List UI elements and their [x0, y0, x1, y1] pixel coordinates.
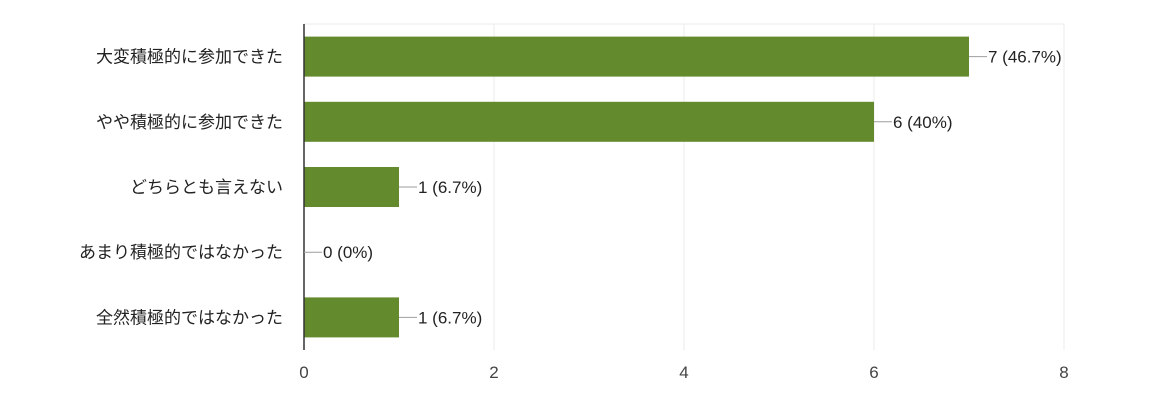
category-label: あまり積極的ではなかった — [79, 243, 283, 263]
data-label: 1 (6.7%) — [418, 308, 482, 327]
bar — [304, 101, 874, 142]
data-label: 7 (46.7%) — [988, 48, 1062, 67]
category-label: 大変積極的に参加できた — [96, 48, 283, 68]
gridlines — [304, 23, 1065, 350]
category-label: 全然積極的ではなかった — [96, 308, 283, 328]
bar — [304, 297, 399, 338]
category-label: どちらとも言えない — [130, 178, 283, 198]
bar — [304, 167, 399, 207]
category-label: やや積極的に参加できた — [96, 113, 283, 133]
labels: 0 2 4 6 8 大変積極的に参加できた 7 (46.7%) やや積極的に参加できた 6 (4… — [79, 48, 1069, 382]
data-label: 6 (40%) — [893, 113, 953, 132]
x-tick-label: 6 — [869, 363, 878, 382]
bar — [304, 36, 969, 77]
data-label: 0 (0%) — [323, 243, 373, 262]
x-tick-label: 4 — [679, 363, 688, 382]
data-label: 1 (6.7%) — [418, 178, 482, 197]
x-tick-label: 2 — [489, 363, 498, 382]
x-tick-label: 8 — [1059, 363, 1068, 382]
bars — [304, 36, 969, 338]
x-tick-label: 0 — [299, 363, 308, 382]
